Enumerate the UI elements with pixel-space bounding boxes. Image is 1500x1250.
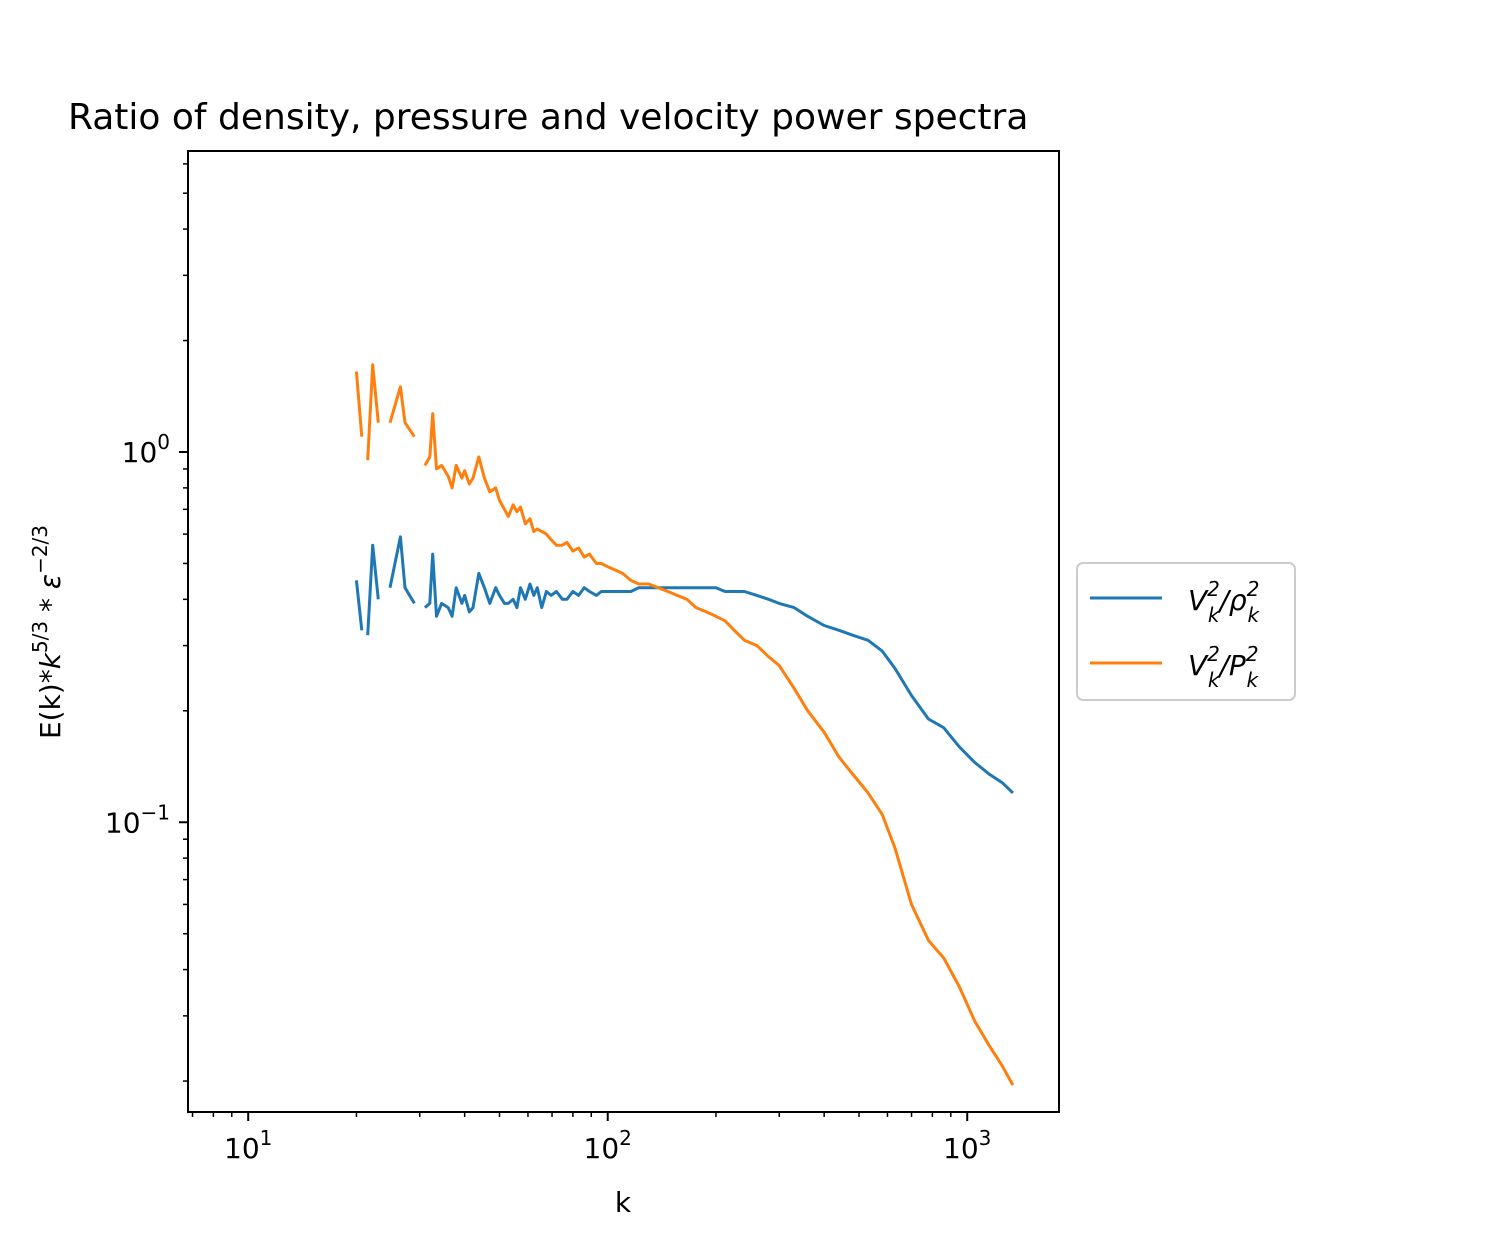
axes-frame	[187, 150, 1060, 1113]
legend-label-series-1: V2 k/ρ2 k	[1188, 577, 1260, 627]
series-layer	[354, 363, 1015, 1086]
series-1-line-segment	[423, 552, 1014, 794]
y-tick-label: 10−1	[105, 800, 170, 839]
x-tick-label: 103	[943, 1126, 991, 1165]
x-axis: 101 102 103	[191, 1112, 991, 1165]
x-tick-label: 101	[224, 1126, 272, 1165]
series-2-line-segment	[423, 412, 1015, 1086]
legend-box	[1076, 562, 1296, 701]
legend: V2 k/ρ2 k V2 k/P2 k	[1076, 562, 1296, 701]
series-1-line-segment	[366, 543, 380, 636]
x-tick-label: 102	[584, 1126, 632, 1165]
series-1-line-segment	[354, 580, 364, 631]
series-2-line-segment	[354, 371, 364, 437]
y-tick-label: 100	[122, 430, 170, 469]
chart-title: Ratio of density, pressure and velocity …	[68, 97, 1028, 138]
y-axis-label: E(k)*k5/3 * ε−2/3	[28, 525, 67, 739]
legend-label-series-2: V2 k/P2 k	[1188, 642, 1260, 692]
series-2-line-segment	[366, 363, 380, 461]
y-axis: 10−1 100	[105, 163, 188, 1082]
x-axis-label: k	[615, 1186, 632, 1219]
series-1-line-segment	[388, 535, 416, 605]
plot-area	[187, 150, 1060, 1113]
series-2-line-segment	[388, 385, 416, 438]
